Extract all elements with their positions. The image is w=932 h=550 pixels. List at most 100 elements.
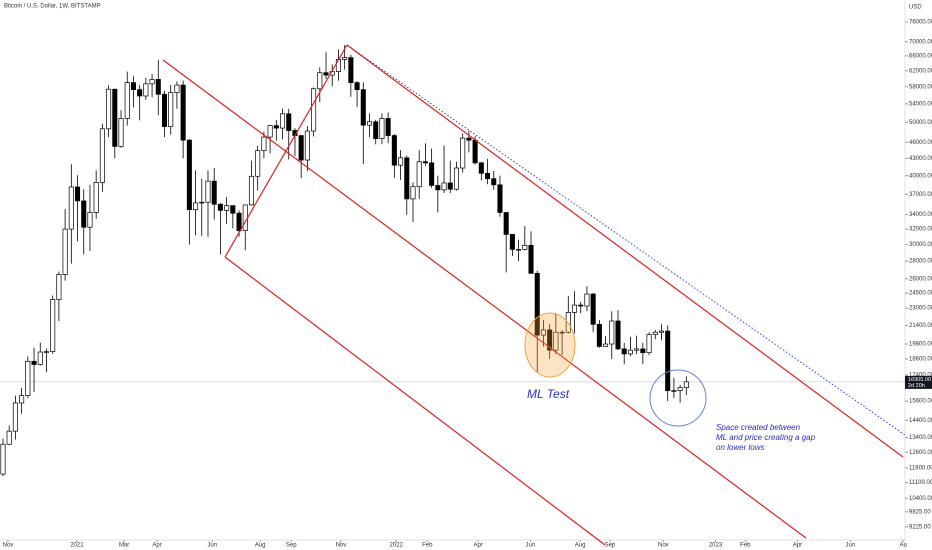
candle-body (683, 381, 689, 389)
candle-body (453, 167, 460, 190)
x-tick-label: 2023 (709, 543, 723, 549)
y-tick-label: 50000.00 (909, 120, 932, 126)
candle-body (0, 443, 6, 475)
trend-line (224, 44, 348, 258)
candle-body (261, 136, 267, 152)
candle-body (503, 212, 509, 235)
candle-body (565, 312, 571, 333)
x-tick-label: Sep (605, 543, 616, 549)
candle-body (621, 348, 627, 355)
candle-body (205, 180, 211, 203)
candle-body (466, 137, 472, 141)
candle-body (652, 331, 658, 335)
x-tick-label: Jun (207, 543, 217, 549)
candle-body (317, 72, 323, 90)
candle-body (596, 323, 602, 347)
x-tick-label: 2022 (390, 543, 404, 549)
candle-body (677, 387, 683, 391)
candle-body (429, 162, 435, 186)
drawings (162, 44, 906, 546)
candle-body (540, 329, 546, 336)
candle-body (199, 201, 205, 204)
candle-body (130, 82, 136, 90)
candle-body (509, 234, 515, 250)
candle-body (410, 186, 416, 200)
candle-body (280, 113, 286, 129)
candle-body (236, 212, 242, 231)
y-tick-label: 43000.00 (909, 156, 932, 162)
y-tick-label: 28000.00 (909, 259, 932, 265)
candle-body (335, 59, 341, 72)
candle-body (603, 343, 609, 347)
highlight-ellipse (524, 312, 576, 378)
y-tick-label: 15600.00 (909, 399, 932, 405)
candle-body (62, 228, 68, 275)
candle-body (665, 330, 671, 391)
y-tick-label: 18600.00 (909, 357, 932, 363)
candle-body (634, 348, 640, 351)
candle-body (391, 135, 397, 166)
candle-body (590, 293, 596, 325)
y-tick-label: 12600.00 (909, 450, 932, 456)
y-tick-label: 70000.00 (909, 39, 932, 45)
candle-body (267, 125, 273, 138)
y-tick-label: 46000.00 (909, 140, 932, 146)
candle-body (6, 430, 12, 445)
candle-body (646, 334, 652, 353)
candle-body (230, 205, 236, 214)
candle-body (528, 245, 534, 274)
candle-body (12, 402, 18, 432)
candle-body (193, 202, 199, 211)
dotted-line (346, 44, 906, 436)
x-tick-label: Jun (526, 543, 536, 549)
candle-body (174, 84, 180, 93)
candle-body (186, 139, 192, 211)
candle-body (422, 161, 428, 164)
candle-body (416, 161, 422, 188)
x-tick-label: Au (899, 543, 906, 549)
x-tick-label: Apr (474, 543, 483, 549)
candle-body (81, 200, 87, 228)
candle-body (143, 83, 149, 97)
candle-body (491, 178, 497, 186)
annotation: ML Test (527, 387, 570, 401)
candle-body (553, 331, 559, 351)
x-tick-label: Jun (845, 543, 855, 549)
candle-body (323, 72, 329, 76)
candle-body (379, 118, 385, 139)
annotation: on lower lows (716, 443, 764, 452)
candle-body (615, 320, 621, 350)
y-tick-label: 17400.00 (909, 373, 932, 379)
candle-body (180, 84, 186, 141)
x-tick-label: Aug (575, 543, 586, 549)
y-tick-label: 19800.00 (909, 342, 932, 348)
y-tick-label: 24500.00 (909, 291, 932, 297)
candle-body (404, 157, 410, 200)
y-tick-label: 76000.00 (909, 20, 932, 26)
candle-body (385, 118, 391, 136)
candle-body (43, 351, 49, 353)
candle-body (155, 79, 161, 95)
candle-body (460, 137, 466, 169)
y-tick-label: 40000.00 (909, 173, 932, 179)
candle-body (658, 330, 665, 333)
candle-body (516, 249, 522, 251)
candle-body (56, 274, 62, 300)
y-tick-label: 62000.00 (909, 68, 932, 74)
x-tick-label: Apr (152, 543, 161, 549)
candle-body (93, 182, 99, 213)
candle-body (217, 203, 223, 211)
countdown-label: 2d 20h (908, 383, 925, 389)
candle-body (354, 82, 360, 90)
candle-body (137, 89, 143, 97)
y-tick-label: 30000.00 (909, 242, 932, 248)
candle-body (298, 135, 304, 161)
candle-body (342, 57, 348, 60)
candle-body (522, 245, 528, 250)
y-tick-label: 23000.00 (909, 306, 932, 312)
y-tick-label: 14400.00 (909, 418, 932, 424)
candle-body (248, 175, 254, 206)
candle-body (609, 320, 615, 345)
y-tick-label: 32000.00 (909, 227, 932, 233)
